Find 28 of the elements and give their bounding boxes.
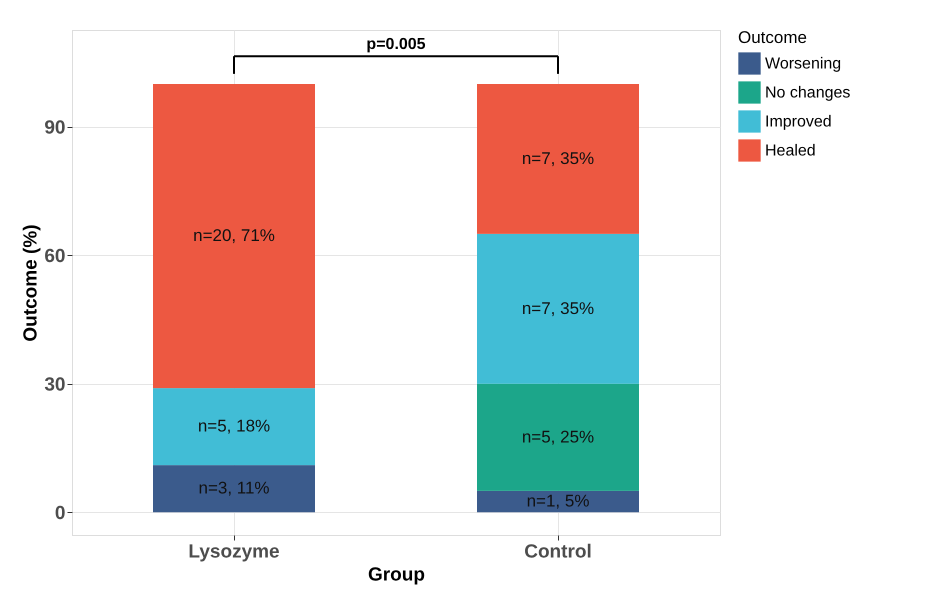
bar	[477, 490, 639, 512]
y-tick-label: 30	[44, 374, 66, 396]
y-tick-label: 60	[44, 246, 66, 267]
data-label: n=7, 35%	[522, 148, 594, 168]
bar	[153, 388, 315, 466]
bar	[153, 84, 315, 388]
bar	[153, 465, 315, 512]
legend-title: Outcome	[738, 28, 807, 47]
legend-label: Healed	[765, 142, 816, 160]
data-label: n=1, 5%	[526, 492, 590, 511]
legend-label: Improved	[765, 114, 832, 130]
y-tick-label: 90	[44, 117, 66, 138]
legend-label: Worsening	[765, 56, 842, 72]
y-tick-label: 0	[54, 502, 66, 524]
data-label: n=5, 18%	[198, 416, 270, 436]
x-axis-title: Group	[368, 564, 425, 586]
data-label: n=7, 35%	[522, 298, 594, 318]
x-tick-label: Lysozyme	[188, 542, 280, 562]
bar	[477, 84, 639, 234]
annotation: p=0.005	[366, 36, 426, 54]
data-label: n=3, 11%	[198, 478, 270, 498]
data-label: n=20, 71%	[193, 226, 275, 246]
legend-label: No changes	[765, 84, 850, 102]
bar	[477, 384, 639, 491]
y-axis-title: Outcome (%)	[20, 224, 42, 342]
bar	[477, 234, 639, 384]
data-label: n=5, 25%	[522, 427, 594, 446]
x-tick-label: Control	[524, 542, 592, 562]
